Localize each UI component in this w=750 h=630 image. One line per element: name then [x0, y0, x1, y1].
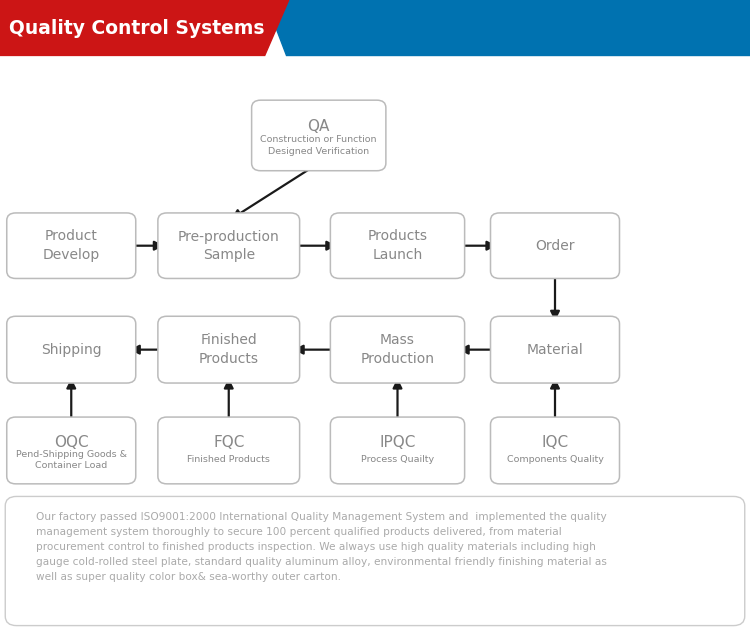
Text: Pend-Shipping Goods &
Container Load: Pend-Shipping Goods & Container Load: [16, 450, 127, 470]
Text: Components Quality: Components Quality: [506, 455, 604, 464]
FancyBboxPatch shape: [330, 213, 464, 278]
FancyBboxPatch shape: [7, 316, 136, 383]
FancyBboxPatch shape: [7, 213, 136, 278]
FancyBboxPatch shape: [158, 213, 299, 278]
Text: Finished Products: Finished Products: [188, 455, 270, 464]
Text: QA: QA: [308, 119, 330, 134]
Text: Construction or Function
Designed Verification: Construction or Function Designed Verifi…: [260, 135, 377, 156]
Text: Material: Material: [526, 343, 584, 357]
Text: Shipping: Shipping: [41, 343, 101, 357]
FancyBboxPatch shape: [251, 100, 386, 171]
Text: Products
Launch: Products Launch: [368, 229, 428, 262]
FancyBboxPatch shape: [158, 316, 299, 383]
Text: Product
Develop: Product Develop: [43, 229, 100, 262]
Text: IPQC: IPQC: [380, 435, 416, 450]
FancyBboxPatch shape: [490, 417, 620, 484]
Text: OQC: OQC: [54, 435, 88, 450]
FancyBboxPatch shape: [158, 417, 299, 484]
Text: Process Quailty: Process Quailty: [361, 455, 434, 464]
FancyBboxPatch shape: [330, 417, 464, 484]
FancyBboxPatch shape: [490, 316, 620, 383]
Text: Finished
Products: Finished Products: [199, 333, 259, 366]
Text: Mass
Production: Mass Production: [361, 333, 434, 366]
FancyBboxPatch shape: [330, 316, 464, 383]
Text: Order: Order: [536, 239, 574, 253]
FancyBboxPatch shape: [490, 213, 620, 278]
Text: IQC: IQC: [542, 435, 568, 450]
Text: Quality Control Systems: Quality Control Systems: [9, 19, 265, 38]
Polygon shape: [0, 0, 289, 55]
Polygon shape: [265, 0, 750, 55]
FancyBboxPatch shape: [7, 417, 136, 484]
FancyBboxPatch shape: [5, 496, 745, 626]
Text: Pre-production
Sample: Pre-production Sample: [178, 229, 280, 262]
Text: FQC: FQC: [213, 435, 244, 450]
Text: Our factory passed ISO9001:2000 International Quality Management System and  imp: Our factory passed ISO9001:2000 Internat…: [36, 512, 607, 582]
